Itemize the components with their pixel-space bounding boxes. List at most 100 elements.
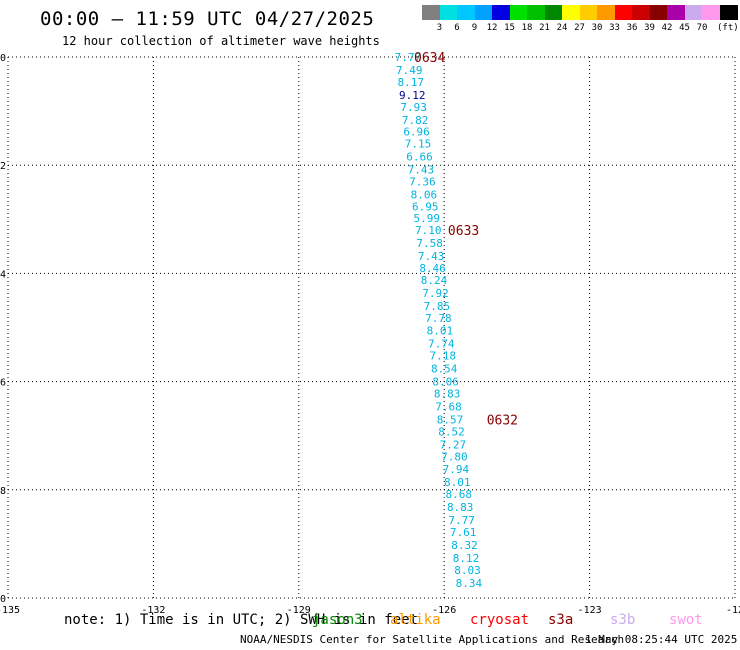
- page-subtitle: 12 hour collection of altimeter wave hei…: [62, 34, 380, 48]
- colorbar-swatch: [597, 5, 615, 20]
- wave-height-label: 8.68: [445, 488, 472, 501]
- x-tick-label: -126: [432, 605, 456, 616]
- colorbar-swatch: [719, 5, 738, 20]
- colorbar-swatch: [492, 5, 510, 20]
- colorbar-swatch: [632, 5, 650, 20]
- colorbar-unit: (ft): [717, 23, 739, 33]
- footer-credit: NOAA/NESDIS Center for Satellite Applica…: [240, 633, 625, 646]
- wave-height-label: 7.15: [405, 138, 432, 151]
- wave-height-label: 7.93: [400, 101, 427, 114]
- colorbar-swatch: [527, 5, 545, 20]
- wave-height-label: 8.06: [432, 376, 459, 389]
- wave-height-label: 9.12: [399, 89, 426, 102]
- satellite-legend-s3b: s3b: [610, 612, 636, 628]
- colorbar-swatch: [474, 5, 493, 20]
- wave-height-label: 8.12: [453, 552, 480, 565]
- x-tick-label: -12: [726, 605, 740, 616]
- footer-timestamp: 1 May 08:25:44 UTC 2025: [585, 633, 738, 646]
- colorbar-swatch: [562, 5, 580, 20]
- x-tick-label: -135: [0, 605, 20, 616]
- colorbar-label: 3: [436, 23, 443, 33]
- y-tick-label: -14: [0, 269, 6, 280]
- colorbar-label: 30: [591, 23, 603, 33]
- page-title: 00:00 – 11:59 UTC 04/27/2025: [40, 8, 375, 30]
- colorbar-swatch: [439, 5, 458, 20]
- wave-height-label: 7.36: [409, 175, 436, 188]
- wave-height-label: 7.92: [422, 287, 449, 300]
- wave-height-label: 7.49: [396, 64, 423, 77]
- wave-height-label: 7.77: [395, 51, 422, 64]
- wave-height-label: 7.43: [408, 164, 435, 177]
- wave-height-label: 7.82: [402, 114, 429, 127]
- wave-height-label: 8.01: [444, 476, 471, 489]
- pass-time-label: 0632: [487, 413, 518, 428]
- colorbar-label: 42: [661, 23, 673, 33]
- wave-height-label: 8.54: [431, 363, 458, 376]
- wave-height-label: 7.43: [418, 250, 445, 263]
- colorbar-label: 21: [539, 23, 550, 33]
- wave-height-label: 7.27: [440, 438, 467, 451]
- wave-height-label: 6.96: [403, 126, 430, 139]
- wave-height-label: 8.32: [451, 539, 478, 552]
- satellite-legend-s3a: s3a: [548, 612, 574, 628]
- y-tick-label: -12: [0, 161, 6, 172]
- wave-height-label: 7.74: [428, 338, 455, 351]
- colorbar-label: 70: [696, 23, 708, 33]
- wave-height-label: 5.99: [414, 212, 441, 225]
- colorbar-swatch: [579, 5, 598, 20]
- colorbar-swatch: [457, 5, 475, 20]
- colorbar-swatch: [509, 5, 528, 20]
- wave-height-label: 7.78: [425, 312, 452, 325]
- wave-height-label: 8.17: [398, 76, 425, 89]
- wave-height-label: 8.46: [419, 262, 446, 275]
- wave-height-label: 8.57: [437, 413, 464, 426]
- colorbar-label: 24: [556, 23, 568, 33]
- x-tick-label: -129: [287, 605, 311, 616]
- colorbar-label: 27: [574, 23, 585, 33]
- wave-height-label: 7.68: [435, 400, 462, 413]
- colorbar-label: 6: [454, 23, 460, 33]
- wave-height-label: 8.03: [454, 564, 481, 577]
- wave-height-label: 6.66: [406, 151, 433, 164]
- wave-height-label: 8.52: [438, 425, 465, 438]
- colorbar-label: 9: [471, 23, 478, 33]
- satellite-legend-altika: altika: [390, 612, 441, 628]
- y-tick-label: -10: [0, 53, 6, 64]
- pass-time-label: 0633: [448, 224, 479, 239]
- colorbar-swatch: [684, 5, 703, 20]
- colorbar-label: 33: [609, 23, 620, 33]
- colorbar-swatch: [422, 5, 440, 20]
- colorbar-swatch: [544, 5, 563, 20]
- wave-height-label: 7.85: [424, 300, 451, 313]
- wave-height-label: 8.06: [411, 188, 438, 201]
- colorbar-label: 39: [644, 23, 655, 33]
- wave-height-label: 6.95: [412, 200, 439, 213]
- wave-height-label: 7.61: [450, 526, 477, 539]
- colorbar-label: 15: [504, 23, 515, 33]
- wave-height-label: 7.58: [416, 237, 443, 250]
- colorbar-label: 18: [521, 23, 533, 33]
- wave-height-label: 7.77: [448, 514, 475, 527]
- colorbar-label: 45: [679, 23, 690, 33]
- wave-height-label: 7.10: [415, 224, 442, 237]
- y-tick-label: -20: [0, 594, 6, 605]
- pass-time-label: 0634: [414, 51, 445, 66]
- satellite-legend-jason3: jason3: [312, 612, 363, 628]
- x-tick-label: -132: [141, 605, 165, 616]
- wave-height-label: 7.80: [441, 450, 468, 463]
- colorbar-label: 12: [486, 23, 498, 33]
- colorbar-swatch: [649, 5, 668, 20]
- y-tick-label: -16: [0, 378, 6, 389]
- wave-height-label: 8.24: [421, 274, 448, 287]
- colorbar-swatch: [614, 5, 633, 20]
- satellite-legend-cryosat: cryosat: [470, 612, 530, 628]
- footer-note: note: 1) Time is in UTC; 2) SWH is in fe…: [64, 612, 419, 628]
- y-tick-label: -18: [0, 486, 6, 497]
- wave-height-label: 8.34: [456, 577, 483, 590]
- wave-height-label: 7.94: [443, 463, 470, 476]
- wave-height-label: 7.18: [429, 350, 456, 363]
- colorbar-swatch: [702, 5, 720, 20]
- satellite-legend-swot: swot: [669, 612, 703, 628]
